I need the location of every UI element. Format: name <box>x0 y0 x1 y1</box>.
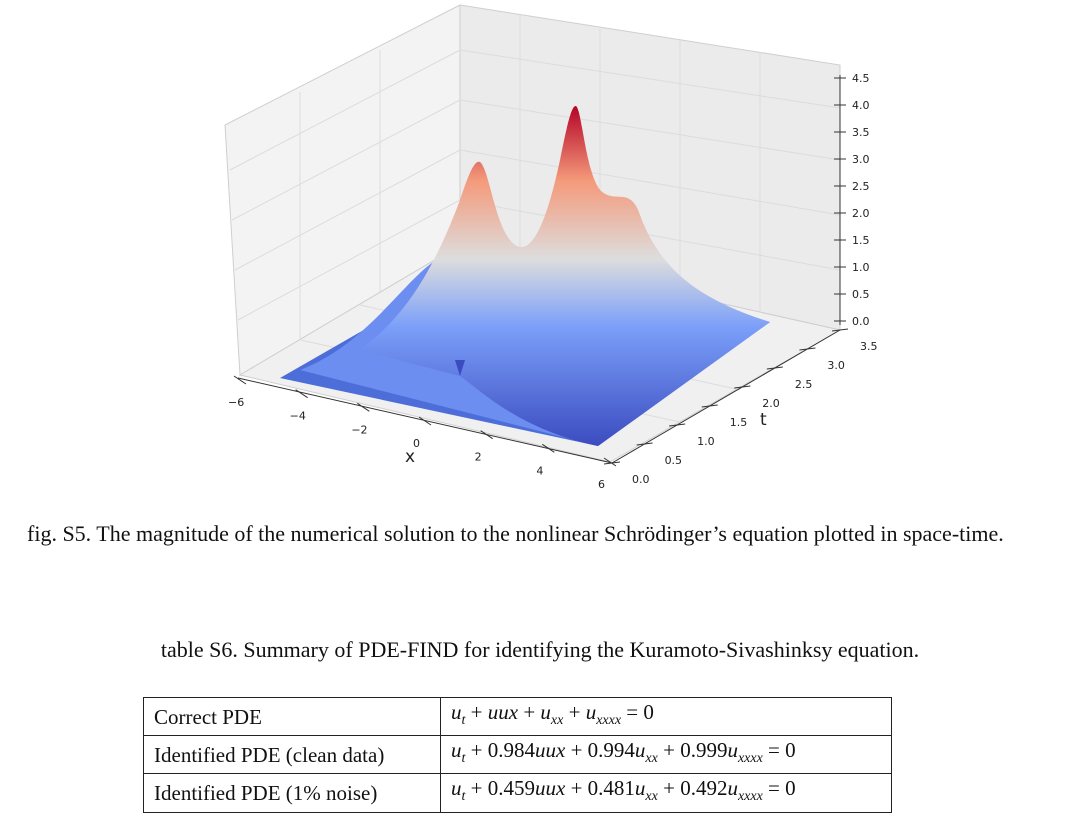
table-row: Correct PDE ut + uux + uxx + uxxxx = 0 <box>143 696 892 737</box>
t-tick-label: 1.5 <box>730 416 748 429</box>
x-tick <box>480 430 493 440</box>
table-row: Identified PDE (1% noise) ut + 0.459uux +… <box>143 773 892 813</box>
table-title: table S6. Summary of PDE-FIND for identi… <box>160 637 920 662</box>
z-tick-label: 2.0 <box>852 207 870 220</box>
x-tick <box>603 457 617 467</box>
t-tick <box>734 385 751 389</box>
t-tick-label: 3.0 <box>827 359 845 372</box>
z-tick-label: 0.5 <box>852 288 870 301</box>
x-tick-label: 2 <box>475 451 482 464</box>
t-tick <box>636 442 653 446</box>
t-axis-label: t <box>760 410 767 430</box>
x-tick-label: −6 <box>228 396 244 409</box>
z-tick-label: 1.5 <box>852 234 870 247</box>
surface-plot: 0.0 0.5 1.0 1.5 2.0 2.5 3.0 3.5 4.0 4.5 −6 −4 −2 0 2 4… <box>224 4 878 491</box>
x-tick <box>295 389 308 399</box>
t-tick-label: 2.5 <box>795 378 813 391</box>
t-tick <box>831 328 849 332</box>
row-label: Correct PDE <box>143 696 441 737</box>
x-tick <box>233 375 247 385</box>
t-tick <box>603 461 621 465</box>
x-tick-label: −2 <box>351 423 367 436</box>
pde-summary-table: Correct PDE ut + uux + uxx + uxxxx = 0 Ide… <box>143 696 892 813</box>
x-tick <box>357 402 370 412</box>
solution-surface <box>280 105 770 446</box>
row-equation: ut + 0.459uux + 0.481uxx + 0.492uxxxx = … <box>440 773 892 813</box>
t-tick <box>766 366 783 370</box>
x-tick-label: 4 <box>536 464 543 477</box>
x-tick <box>542 443 555 453</box>
row-equation: ut + uux + uxx + uxxxx = 0 <box>440 696 892 737</box>
t-tick-label: 3.5 <box>860 340 878 353</box>
x-tick-label: 6 <box>598 478 605 491</box>
row-label: Identified PDE (clean data) <box>143 735 441 775</box>
t-tick-label: 1.0 <box>697 435 715 448</box>
z-tick-label: 2.5 <box>852 180 870 193</box>
z-axis: 0.0 0.5 1.0 1.5 2.0 2.5 3.0 3.5 4.0 4.5 <box>834 72 870 328</box>
z-tick-label: 1.0 <box>852 261 870 274</box>
table-row: Identified PDE (clean data) ut + 0.984uux… <box>143 735 892 775</box>
t-tick <box>669 423 686 427</box>
t-tick-label: 0.5 <box>665 454 683 467</box>
t-tick <box>799 347 816 351</box>
z-tick-label: 0.0 <box>852 315 870 328</box>
figure-caption: fig. S5. The magnitude of the numerical … <box>27 521 1004 546</box>
x-tick <box>418 416 432 426</box>
row-label: Identified PDE (1% noise) <box>143 773 441 813</box>
z-tick-label: 4.5 <box>852 72 870 85</box>
t-tick <box>701 404 718 408</box>
x-axis: −6 −4 −2 0 2 4 6 <box>228 375 617 491</box>
x-tick-label: −4 <box>290 410 306 423</box>
row-equation: ut + 0.984uux + 0.994uxx + 0.999uxxxx = … <box>440 735 892 775</box>
z-tick-label: 3.0 <box>852 153 870 166</box>
x-axis-label: x <box>405 447 415 467</box>
t-axis: 0.0 0.5 1.0 1.5 2.0 2.5 3.0 3.5 <box>603 328 878 486</box>
t-tick-label: 2.0 <box>762 397 780 410</box>
z-tick-label: 4.0 <box>852 99 870 112</box>
t-tick-label: 0.0 <box>632 473 650 486</box>
z-tick-label: 3.5 <box>852 126 870 139</box>
x-tick-label: 0 <box>413 437 420 450</box>
